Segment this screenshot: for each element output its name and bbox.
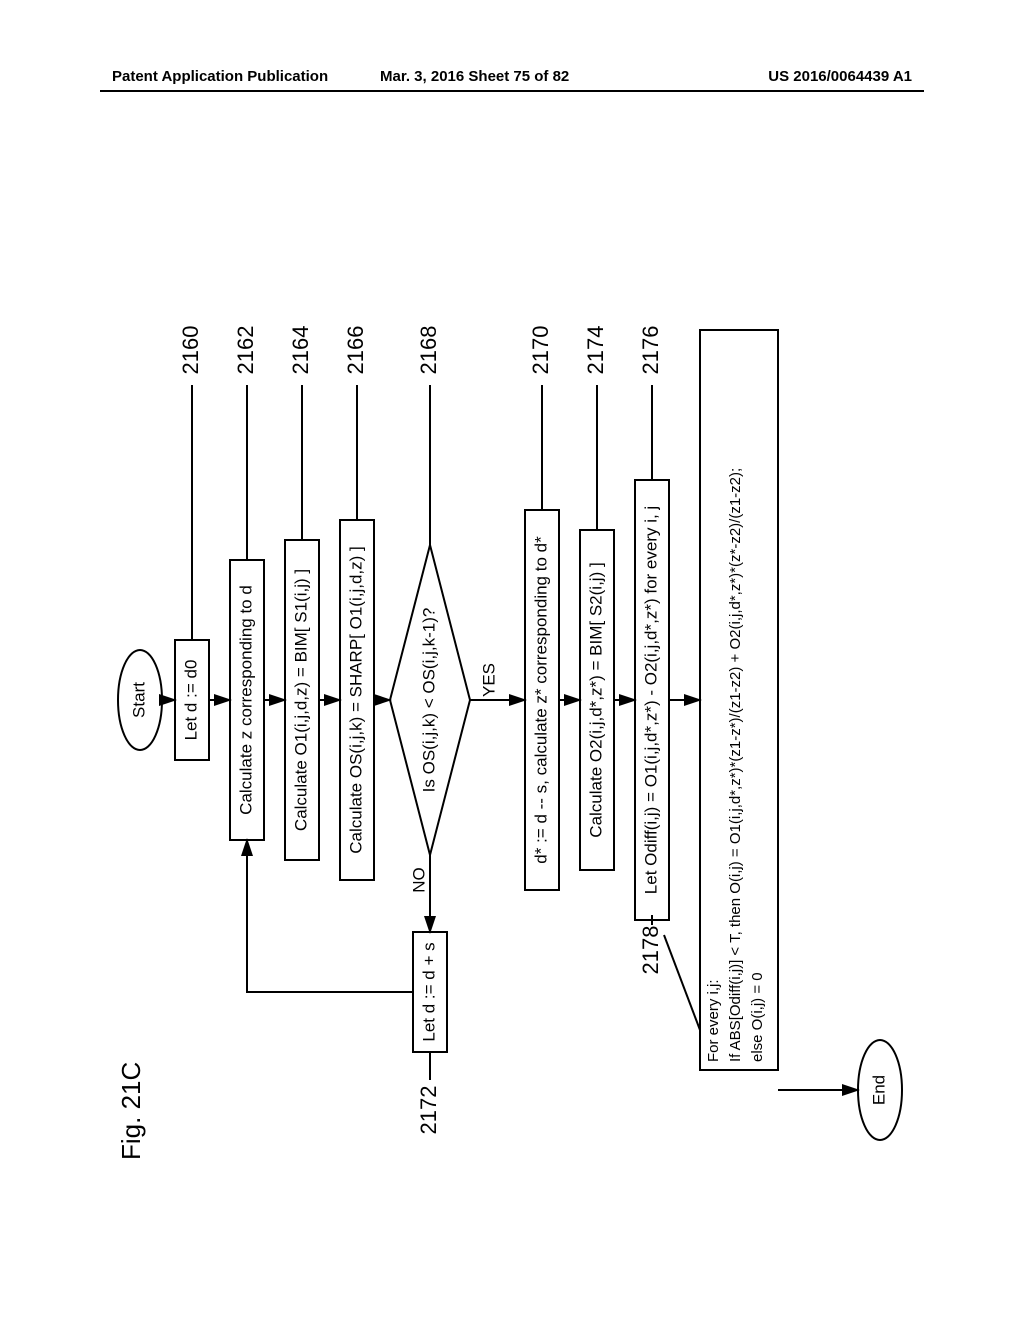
svg-text:2166: 2166 [343, 326, 368, 375]
header-left: Patent Application Publication [112, 68, 328, 85]
svg-text:Calculate OS(i,j,k) = SHARP[ O: Calculate OS(i,j,k) = SHARP[ O1(i,j,d,z)… [346, 546, 365, 854]
diagram-rotated: Fig. 21C Start Let d := d0 2160 Calculate z … [100, 150, 924, 1200]
svg-text:Let d := d0: Let d := d0 [181, 660, 200, 741]
svg-text:Start: Start [129, 682, 148, 718]
svg-text:2168: 2168 [416, 326, 441, 375]
svg-text:d* := d -- s, calculate z* cor: d* := d -- s, calculate z* corresponding… [531, 536, 550, 864]
svg-text:Fig. 21C: Fig. 21C [116, 1062, 146, 1160]
svg-text:2172: 2172 [416, 1086, 441, 1135]
svg-text:2170: 2170 [528, 326, 553, 375]
svg-text:2164: 2164 [288, 326, 313, 375]
svg-text:Let d := d + s: Let d := d + s [419, 942, 438, 1041]
svg-text:2176: 2176 [638, 326, 663, 375]
svg-text:Calculate z corresponding to d: Calculate z corresponding to d [236, 585, 255, 815]
svg-text:For every i,j:: For every i,j: [705, 979, 722, 1062]
svg-text:2178: 2178 [638, 926, 663, 975]
page: Patent Application Publication Mar. 3, 2… [0, 0, 1024, 1320]
svg-text:YES: YES [479, 663, 498, 697]
svg-text:NO: NO [409, 867, 428, 893]
svg-text:2162: 2162 [233, 326, 258, 375]
header-rule [100, 90, 924, 92]
svg-text:Calculate O1(i,j,d,z) = BIM[ S: Calculate O1(i,j,d,z) = BIM[ S1(i,j) ] [291, 569, 310, 831]
svg-text:End: End [869, 1075, 888, 1105]
svg-text:If ABS[Odiff(i,j)] < T, then: If ABS[Odiff(i,j)] < T, then O(i,j) = O1… [727, 468, 744, 1062]
svg-text:Let Odiff(i,j) = O1(i,j,d*,z*): Let Odiff(i,j) = O1(i,j,d*,z*) - O2(i,j,… [641, 506, 660, 894]
header-mid: Mar. 3, 2016 Sheet 75 of 82 [380, 68, 569, 85]
svg-text:Calculate O2(i,j,d*,z*) = BIM[: Calculate O2(i,j,d*,z*) = BIM[ S2(i,j) ] [586, 562, 605, 837]
svg-text:2160: 2160 [178, 326, 203, 375]
header-right: US 2016/0064439 A1 [768, 68, 912, 85]
diagram-canvas: Fig. 21C Start Let d := d0 2160 Calculate z … [100, 150, 924, 1200]
svg-text:2174: 2174 [583, 326, 608, 375]
svg-text:else O(i,j) = 0: else O(i,j) = 0 [749, 972, 766, 1062]
flowchart-svg: Fig. 21C Start Let d := d0 2160 Calculate z … [100, 150, 924, 1200]
svg-text:Is OS(i,j,k) < OS(i,j,k-1)?: Is OS(i,j,k) < OS(i,j,k-1)? [419, 608, 438, 793]
